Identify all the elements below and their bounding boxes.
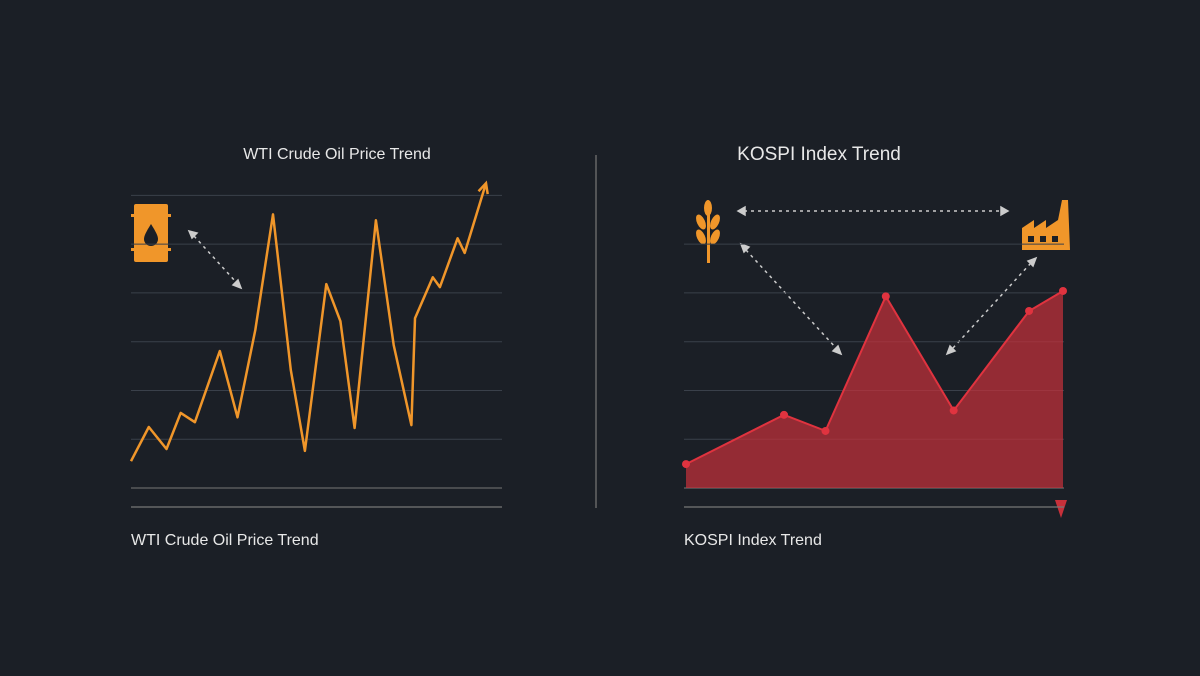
- point: [1025, 306, 1034, 315]
- point: [780, 410, 789, 419]
- point: [821, 426, 830, 435]
- point: [881, 292, 890, 301]
- chart-caption: KOSPI Index Trend: [684, 532, 822, 549]
- dashed-arrow: [736, 205, 1038, 356]
- down-arrow: [1055, 500, 1067, 518]
- line: [129, 182, 488, 462]
- area: [686, 291, 1063, 488]
- wheat-icon: [696, 200, 720, 263]
- point: [949, 406, 958, 415]
- chart-title: WTI Crude Oil Price Trend: [243, 146, 431, 163]
- point: [682, 460, 690, 469]
- barrel-icon: [131, 204, 171, 262]
- chart-caption: WTI Crude Oil Price Trend: [131, 532, 319, 549]
- arrow-head: [477, 180, 489, 195]
- factory-icon: [1022, 200, 1070, 250]
- dashed-arrow: [187, 229, 243, 290]
- point: [1059, 286, 1067, 295]
- chart-title: KOSPI Index Trend: [737, 144, 901, 165]
